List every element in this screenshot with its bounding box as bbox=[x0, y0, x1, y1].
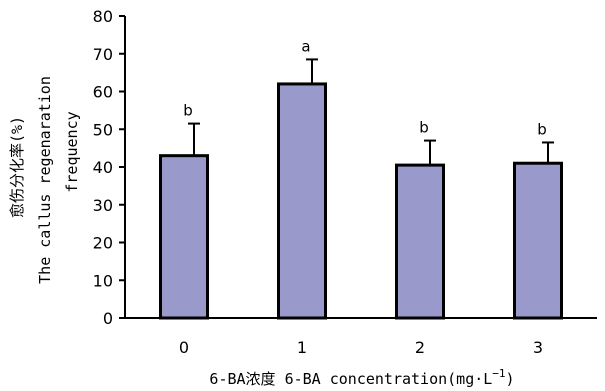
bar bbox=[395, 163, 445, 320]
y-tick-label: 20 bbox=[93, 234, 113, 253]
y-tick-label: 50 bbox=[93, 120, 113, 139]
y-tick-label: 30 bbox=[93, 196, 113, 215]
y-tick-label: 70 bbox=[93, 45, 113, 64]
x-tick-label: 2 bbox=[415, 338, 425, 357]
y-axis-title-en-line2: frequency bbox=[63, 111, 81, 192]
x-tick-label: 3 bbox=[533, 338, 543, 357]
significance-label: b bbox=[183, 102, 193, 120]
y-axis: 0 10 20 30 40 50 60 70 80 bbox=[93, 7, 126, 328]
x-tick-label: 1 bbox=[297, 338, 307, 357]
x-axis-title-main: 6-BA浓度 6-BA concentration(mg·L bbox=[209, 370, 492, 388]
y-tick-label: 10 bbox=[93, 271, 113, 290]
x-axis-title: 6-BA浓度 6-BA concentration(mg·L−1) bbox=[209, 367, 514, 388]
x-tick-label: 0 bbox=[179, 338, 189, 357]
error-bars bbox=[188, 58, 554, 166]
significance-label: b bbox=[537, 120, 547, 138]
y-tick-label: 80 bbox=[93, 7, 113, 26]
bar bbox=[277, 82, 327, 320]
x-axis-title-close: ) bbox=[506, 370, 515, 388]
bar bbox=[513, 161, 563, 320]
y-axis-title-en-line1: The callus regenaration bbox=[36, 76, 54, 284]
y-tick-label: 40 bbox=[93, 158, 113, 177]
y-axis-title-cn: 愈伤分化率(%) bbox=[8, 116, 26, 218]
y-tick-label: 60 bbox=[93, 83, 113, 102]
significance-label: a bbox=[301, 37, 310, 55]
x-axis: 0 1 2 3 bbox=[124, 317, 597, 357]
significance-label: b bbox=[419, 119, 429, 137]
significance-labels: b a b b bbox=[183, 37, 547, 138]
bar bbox=[159, 154, 209, 320]
y-tick-label: 0 bbox=[103, 309, 113, 328]
bars bbox=[159, 82, 563, 320]
x-axis-title-superscript: −1 bbox=[492, 367, 505, 380]
